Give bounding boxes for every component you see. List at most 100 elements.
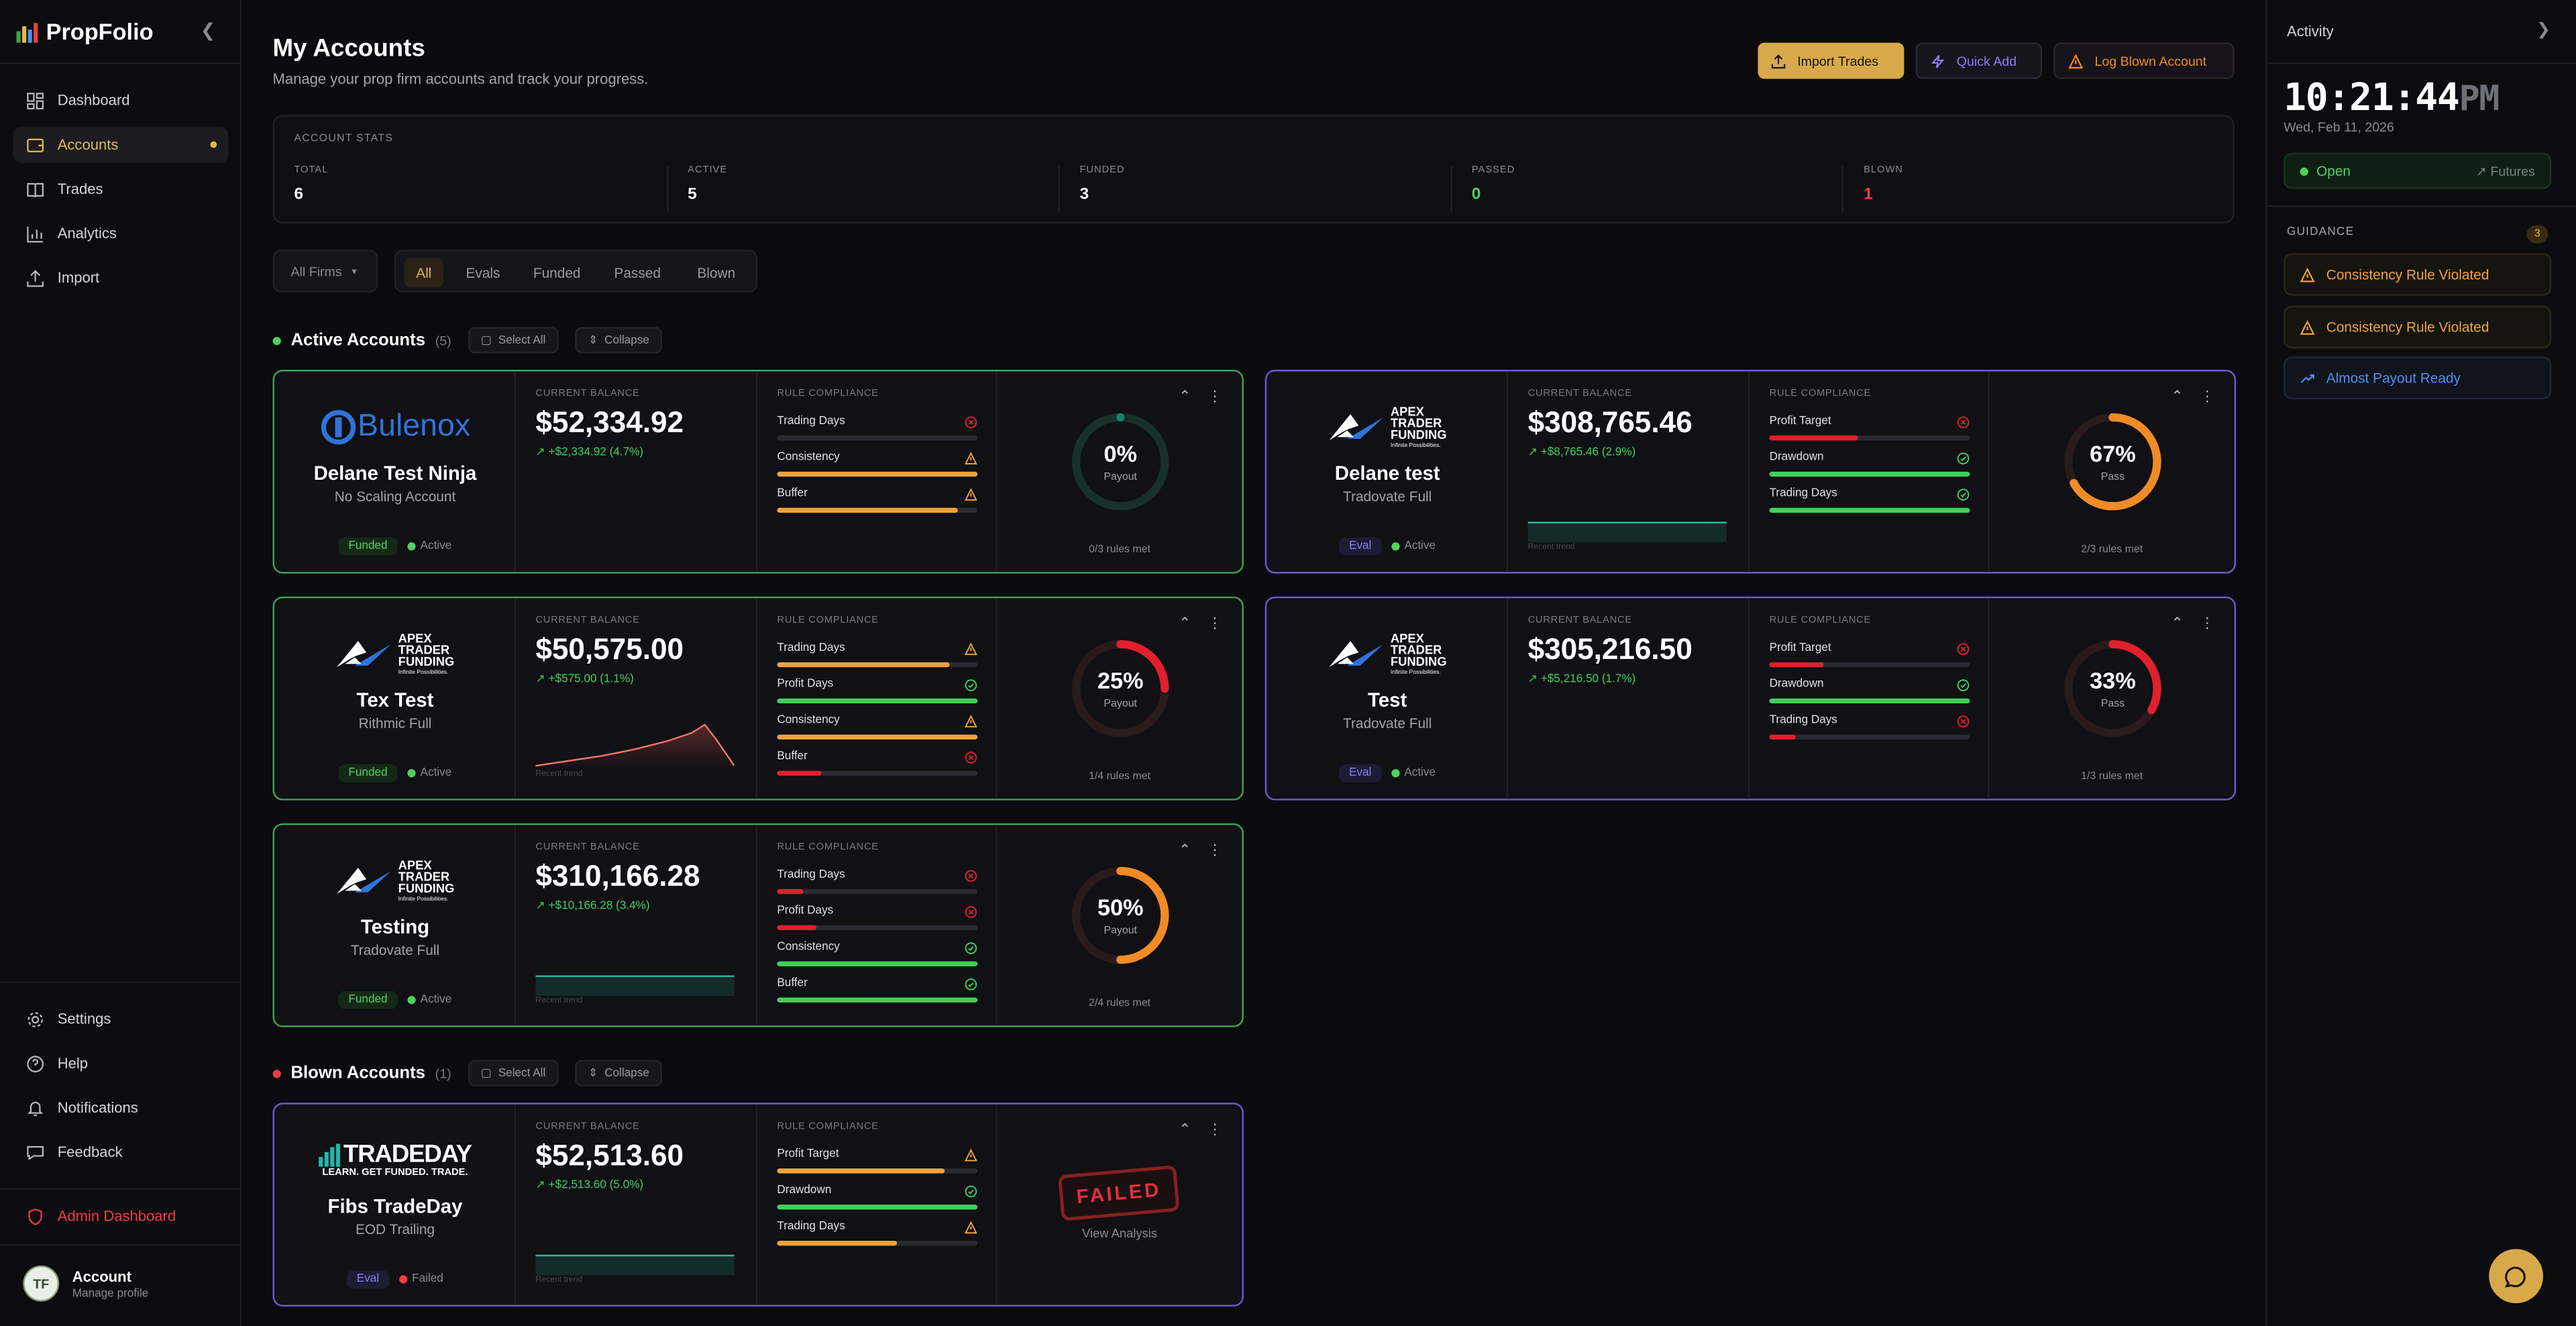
collapse-button[interactable]: ⇕ Collapse — [575, 1060, 663, 1086]
stat-label: ACTIVE — [688, 166, 728, 176]
card-balance: CURRENT BALANCE $310,166.28 ↗ +$10,166.28 … — [516, 825, 757, 1026]
chat-button[interactable] — [2489, 1249, 2544, 1304]
guidance-item[interactable]: Consistency Rule Violated — [2284, 253, 2552, 296]
logo-tagline: Infinite Possibilities. — [1390, 441, 1441, 448]
balance-change: ↗ +$8,765.46 (2.9%) — [1528, 446, 1636, 458]
account-card[interactable]: APEX TRADER FUNDING Infinite Possibilities.… — [1265, 596, 2237, 801]
x-circle-icon — [1957, 715, 1970, 727]
tab-funded[interactable]: Funded — [523, 258, 592, 287]
rule-progress-fill — [1769, 698, 1970, 704]
firm-filter-select[interactable]: All Firms ▾ — [272, 250, 378, 293]
tab-passed[interactable]: Passed — [603, 258, 672, 287]
x-circle-icon — [1957, 643, 1970, 656]
balance-label: CURRENT BALANCE — [1527, 616, 1632, 627]
rules-label: RULE COMPLIANCE — [777, 1122, 879, 1133]
divider — [2267, 205, 2576, 207]
chevron-up-icon[interactable]: ⌃ — [1179, 1121, 1191, 1137]
quick-add-button[interactable]: Quick Add — [1915, 42, 2043, 79]
more-vertical-icon[interactable]: ⋮ — [1208, 614, 1223, 631]
logo-tagline: Infinite Possibilities. — [398, 668, 449, 675]
account-name: Delane Test Ninja — [313, 462, 477, 485]
tab-evals[interactable]: Evals — [455, 258, 511, 287]
sidebar-item-help[interactable]: Help — [13, 1046, 229, 1082]
sidebar-item-accounts[interactable]: Accounts — [13, 126, 229, 163]
more-vertical-icon[interactable]: ⋮ — [1208, 387, 1223, 405]
more-vertical-icon[interactable]: ⋮ — [1208, 1121, 1223, 1137]
rule-progress-fill — [1769, 471, 1970, 477]
rule-row: Trading Days — [1769, 715, 1970, 744]
chevron-up-icon[interactable]: ⌃ — [1179, 387, 1191, 405]
account-card[interactable]: APEX TRADER FUNDING Infinite Possibilities.… — [272, 596, 1244, 801]
warning-icon — [2068, 53, 2084, 68]
account-platform: Tradovate Full — [1343, 715, 1432, 731]
collapse-sidebar-icon[interactable]: ❮ — [200, 21, 216, 42]
account-card[interactable]: APEX TRADER FUNDING Infinite Possibilities.… — [272, 823, 1244, 1027]
card-balance: CURRENT BALANCE $52,513.60 ↗ +$2,513.60 (5… — [516, 1104, 757, 1305]
rule-progress-bar — [777, 471, 978, 477]
more-vertical-icon[interactable]: ⋮ — [1208, 841, 1223, 858]
sidebar-item-feedback[interactable]: Feedback — [13, 1134, 229, 1170]
chevron-up-icon[interactable]: ⌃ — [1179, 841, 1191, 858]
guidance-item[interactable]: Almost Payout Ready — [2284, 356, 2552, 400]
button-label: Import Trades — [1797, 53, 1879, 68]
sidebar-item-import[interactable]: Import — [13, 260, 229, 296]
collapse-button[interactable]: ⇕ Collapse — [575, 327, 663, 354]
warning-icon — [964, 488, 977, 501]
ring-label: Pass — [2100, 698, 2125, 710]
card-controls: ⌃ ⋮ — [2171, 388, 2214, 406]
rule-progress-bar — [1769, 662, 1970, 668]
account-card[interactable]: Bulenox Delane Test Ninja No Scaling Accou… — [272, 370, 1244, 574]
rule-name: Trading Days — [777, 642, 845, 654]
sidebar-item-dashboard[interactable]: Dashboard — [13, 82, 229, 118]
divider — [0, 981, 242, 983]
brand[interactable]: PropFolio — [15, 16, 154, 46]
avatar-letters: TF — [33, 1276, 50, 1291]
status-label: Failed — [412, 1273, 443, 1286]
tab-all[interactable]: All — [404, 258, 444, 288]
account-profile[interactable]: TF Account Manage profile — [23, 1265, 148, 1302]
sidebar-item-analytics[interactable]: Analytics — [13, 215, 229, 252]
progress-ring — [1071, 413, 1169, 511]
account-card[interactable]: TRADEDAY LEARN. GET FUNDED. TRADE. Fibs Tr… — [272, 1103, 1244, 1307]
rule-row: Buffer — [777, 488, 978, 517]
chevron-right-icon[interactable]: ❯ — [2536, 21, 2551, 40]
rule-row: Trading Days — [777, 416, 978, 446]
tab-blown[interactable]: Blown — [684, 258, 749, 287]
trending-up-icon: ↗ — [535, 674, 545, 686]
progress-ring — [1071, 866, 1169, 964]
sidebar-item-notifications[interactable]: Notifications — [13, 1090, 229, 1126]
rule-progress-fill — [777, 925, 818, 931]
rules-label: RULE COMPLIANCE — [1769, 389, 1872, 400]
guidance-item[interactable]: Consistency Rule Violated — [2284, 305, 2552, 349]
divider — [0, 1188, 242, 1190]
chevron-up-icon[interactable]: ⌃ — [2171, 387, 2184, 405]
import-trades-button[interactable]: Import Trades — [1758, 42, 1904, 79]
sidebar: PropFolio ❮ Dashboard Accounts Trades An… — [0, 0, 242, 1326]
trend-label: Recent trend — [535, 769, 583, 779]
tradeday-bars-icon — [319, 1143, 340, 1167]
account-name: Testing — [360, 915, 430, 939]
chevron-up-icon[interactable]: ⌃ — [2171, 614, 2184, 631]
ring-percent: 67% — [2090, 440, 2136, 467]
logo-text: TRADER — [1390, 643, 1442, 658]
more-vertical-icon[interactable]: ⋮ — [2200, 387, 2215, 405]
trend-label: Recent trend — [535, 996, 583, 1006]
select-all-button[interactable]: ▢ Select All — [468, 1060, 559, 1086]
account-card[interactable]: APEX TRADER FUNDING Infinite Possibilities.… — [1265, 370, 2237, 574]
balance-trend-chart — [535, 723, 735, 770]
view-analysis-link[interactable]: View Analysis — [1082, 1225, 1157, 1241]
sidebar-item-settings[interactable]: Settings — [13, 1001, 229, 1037]
sidebar-item-trades[interactable]: Trades — [13, 171, 229, 207]
rule-row: Buffer — [777, 978, 978, 1007]
balance-trend-chart — [535, 975, 735, 997]
sidebar-item-admin-dashboard[interactable]: Admin Dashboard — [13, 1198, 229, 1234]
select-all-button[interactable]: ▢ Select All — [468, 327, 559, 354]
market-type: ↗ Futures — [2475, 164, 2534, 178]
ring-label: Payout — [1104, 471, 1138, 484]
balance-value: $308,765.46 — [1527, 405, 1693, 439]
chevron-up-icon[interactable]: ⌃ — [1179, 614, 1191, 631]
card-identity: APEX TRADER FUNDING Infinite Possibilities.… — [1267, 371, 1509, 572]
log-blown-account-button[interactable]: Log Blown Account — [2053, 42, 2235, 79]
status-dot — [272, 1069, 281, 1078]
more-vertical-icon[interactable]: ⋮ — [2200, 614, 2215, 631]
